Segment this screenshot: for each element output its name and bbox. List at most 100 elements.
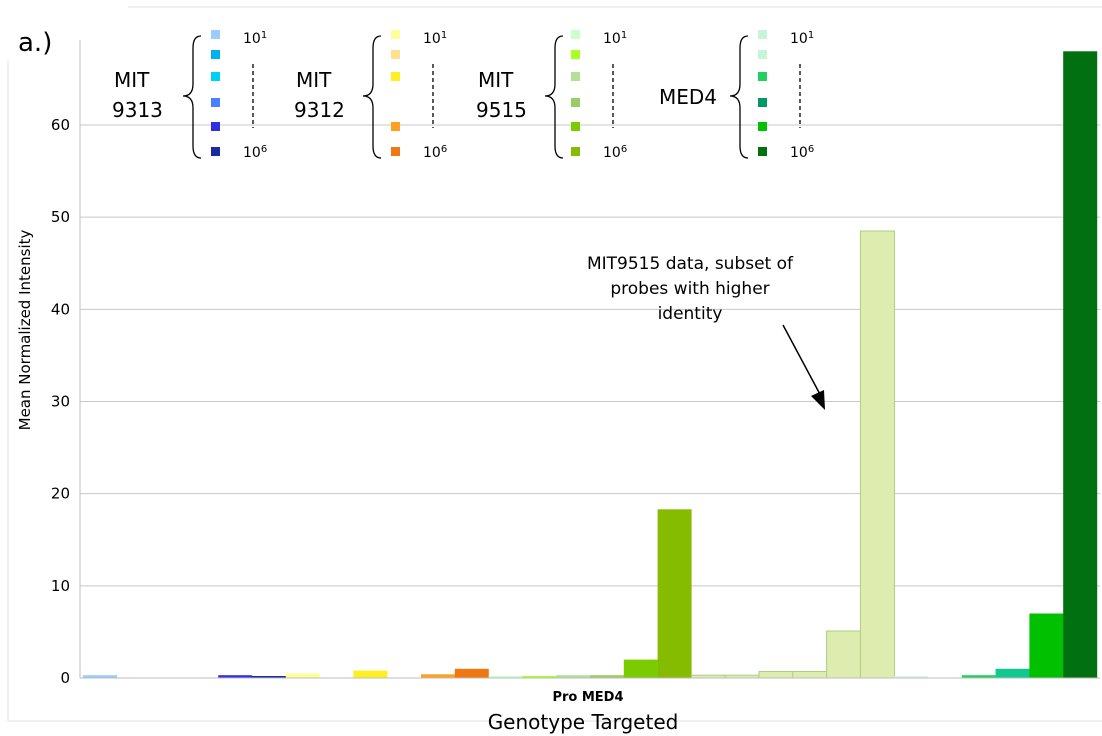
legend-bottom-label: 106 — [243, 144, 267, 161]
legend-brace — [182, 35, 202, 159]
legend-top-base: 10 — [603, 31, 621, 47]
bar — [623, 659, 658, 678]
legend-top-exponent: 1 — [621, 30, 627, 41]
legend-group-name: MED4 — [659, 85, 717, 109]
legend-swatch — [571, 122, 580, 131]
legend-swatch — [391, 147, 400, 156]
legend-top-label: 101 — [790, 30, 814, 47]
legend-top-base: 10 — [423, 31, 441, 47]
category-label: Pro MED4 — [552, 690, 623, 705]
bar — [792, 671, 828, 679]
legend-bottom-label: 106 — [790, 144, 814, 161]
legend-swatch — [211, 122, 220, 131]
y-tick-labels: 0 10 20 30 40 50 60 — [51, 116, 70, 687]
legend: MIT9313101106MIT9312101106MIT9515101106M… — [112, 30, 814, 161]
bar — [556, 675, 591, 678]
legend-top-label: 101 — [423, 30, 447, 47]
x-axis-label: Genotype Targeted — [488, 710, 679, 734]
bar — [826, 630, 862, 679]
legend-swatch — [571, 98, 580, 107]
legend-bottom-label: 106 — [603, 144, 627, 161]
legend-swatch — [758, 122, 767, 131]
legend-swatch — [758, 50, 767, 59]
bar — [218, 675, 253, 678]
y-tick-label: 0 — [60, 669, 70, 687]
legend-bottom-exponent: 6 — [808, 144, 814, 155]
legend-bottom-exponent: 6 — [621, 144, 627, 155]
legend-swatch — [211, 72, 220, 81]
legend-swatch — [391, 98, 400, 107]
legend-swatch — [211, 98, 220, 107]
panel-label: a.) — [18, 28, 52, 58]
legend-brace — [544, 35, 564, 159]
legend-group-name: 9515 — [476, 98, 527, 122]
legend-top-exponent: 1 — [808, 30, 814, 41]
legend-group-name: 9313 — [112, 98, 163, 122]
legend-top-exponent: 1 — [261, 30, 267, 41]
bar — [353, 670, 388, 678]
bar — [961, 675, 996, 678]
legend-swatch — [758, 72, 767, 81]
legend-group-name: MIT — [296, 68, 332, 92]
legend-swatch — [758, 147, 767, 156]
legend-swatch — [391, 122, 400, 131]
legend-bottom-base: 10 — [790, 145, 808, 161]
legend-swatch — [211, 147, 220, 156]
legend-swatch — [571, 147, 580, 156]
bar — [83, 675, 117, 678]
bar — [285, 673, 320, 678]
bar — [758, 671, 794, 679]
legend-swatch — [391, 50, 400, 59]
y-tick-label: 60 — [51, 116, 70, 134]
bar — [859, 230, 895, 679]
legend-bottom-exponent: 6 — [441, 144, 447, 155]
legend-swatch — [391, 30, 400, 39]
axes — [79, 40, 1100, 679]
legend-bottom-base: 10 — [423, 145, 441, 161]
legend-top-base: 10 — [243, 31, 261, 47]
y-tick-label: 50 — [51, 208, 70, 226]
legend-top-label: 101 — [603, 30, 627, 47]
y-tick-label: 40 — [51, 300, 70, 318]
legend-brace — [362, 35, 382, 159]
bar — [421, 674, 455, 678]
annotation-line-2: probes with higher — [610, 279, 769, 299]
legend-group-name: 9312 — [294, 98, 345, 122]
annotation: MIT9515 data, subset of probes with high… — [587, 254, 825, 410]
bar — [252, 676, 286, 678]
legend-brace — [729, 35, 749, 159]
legend-swatch — [211, 50, 220, 59]
annotation-line-1: MIT9515 data, subset of — [587, 254, 794, 274]
bar — [995, 668, 1030, 678]
legend-bottom-exponent: 6 — [261, 144, 267, 155]
legend-top-label: 101 — [243, 30, 267, 47]
bar — [488, 676, 523, 678]
bar — [454, 668, 489, 678]
gridlines — [80, 124, 1100, 587]
legend-swatch — [211, 30, 220, 39]
legend-group-name: MIT — [114, 68, 150, 92]
legend-top-exponent: 1 — [441, 30, 447, 41]
legend-swatch — [758, 30, 767, 39]
bar — [894, 676, 929, 678]
annotation-arrow-shaft — [782, 324, 823, 399]
y-axis-label: Mean Normalized Intensity — [16, 230, 34, 431]
annotation-arrowhead — [811, 390, 825, 410]
y-tick-label: 10 — [51, 577, 70, 595]
bar — [1029, 613, 1064, 678]
y-tick-label: 30 — [51, 393, 70, 411]
legend-group-name: MIT — [478, 68, 514, 92]
legend-top-base: 10 — [790, 31, 808, 47]
legend-swatch — [571, 50, 580, 59]
bar — [522, 676, 557, 678]
legend-bottom-label: 106 — [423, 144, 447, 161]
y-tick-label: 20 — [51, 485, 70, 503]
bar — [1063, 51, 1098, 679]
legend-bottom-base: 10 — [243, 145, 261, 161]
